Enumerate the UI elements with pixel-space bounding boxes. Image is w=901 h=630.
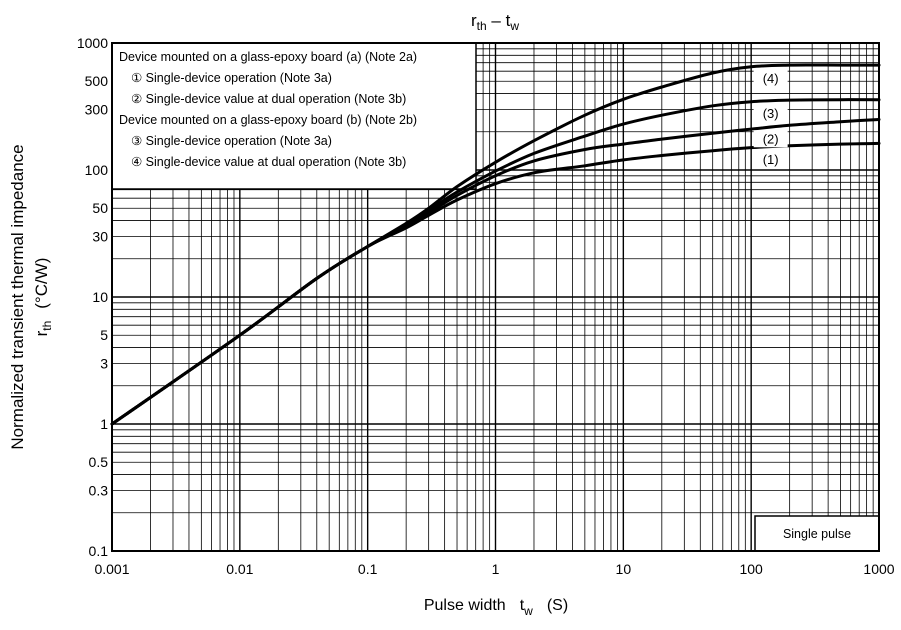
y-tick-label: 5 xyxy=(100,327,108,343)
x-tick-label: 100 xyxy=(739,561,763,577)
x-tick-labels: 0.001 0.01 0.1 1 10 100 1000 xyxy=(94,561,894,577)
x-tick-label: 0.001 xyxy=(94,561,129,577)
curve-label-bg xyxy=(753,70,788,88)
y-tick-label: 0.5 xyxy=(89,454,109,470)
y-tick-label: 30 xyxy=(92,228,108,244)
curve-label: (3) xyxy=(763,106,779,121)
curve-label-bg xyxy=(753,150,788,168)
y-tick-label: 3 xyxy=(100,355,108,371)
curve-labels: (1) (2) (3) (4) xyxy=(753,70,788,168)
curve-4 xyxy=(110,63,881,426)
svg-text:rth(°C/W): rth(°C/W) xyxy=(32,258,54,337)
chart-title: rth – tw xyxy=(471,11,519,33)
y-tick-label: 0.3 xyxy=(89,482,109,498)
y-tick-label: 1000 xyxy=(77,35,108,51)
legend-item-3: ③ Single-device operation (Note 3a) xyxy=(131,134,332,148)
y-tick-label: 50 xyxy=(92,200,108,216)
x-tick-label: 1 xyxy=(492,561,500,577)
y-tick-label: 500 xyxy=(85,73,109,89)
y-axis-label: Normalized transient thermal impedance xyxy=(8,144,27,449)
legend-item-1: ① Single-device operation (Note 3a) xyxy=(131,71,332,85)
curves xyxy=(110,63,881,426)
y-tick-label: 1 xyxy=(100,416,108,432)
single-pulse-label: Single pulse xyxy=(783,527,851,541)
legend-heading-b: Device mounted on a glass-epoxy board (b… xyxy=(119,113,417,127)
legend-item-4: ④ Single-device value at dual operation … xyxy=(131,155,406,169)
x-tick-label: 0.01 xyxy=(226,561,253,577)
single-pulse-box: Single pulse xyxy=(754,515,880,552)
x-tick-label: 10 xyxy=(616,561,632,577)
curve-label: (1) xyxy=(763,152,779,167)
x-axis-label: Pulse width tw (S) xyxy=(424,597,568,618)
legend-heading-a: Device mounted on a glass-epoxy board (a… xyxy=(119,50,417,64)
y-tick-label: 10 xyxy=(92,289,108,305)
curve-label: (4) xyxy=(763,71,779,86)
y-tick-label: 100 xyxy=(85,162,109,178)
y-tick-label: 300 xyxy=(85,101,109,117)
y-axis-symbol: rth(°C/W) xyxy=(32,258,54,337)
curve-label-bg xyxy=(753,130,788,148)
plot-frame xyxy=(111,42,880,552)
x-tick-label: 1000 xyxy=(863,561,894,577)
legend-item-2: ② Single-device value at dual operation … xyxy=(131,92,406,106)
y-tick-labels: 0.1 0.3 0.5 1 3 5 10 30 50 100 300 500 1000 xyxy=(77,35,108,559)
y-axis-label-line1: Normalized transient thermal impedance xyxy=(8,144,27,449)
y-tick-label: 0.1 xyxy=(89,543,109,559)
curve-label: (2) xyxy=(763,131,779,146)
curve-label-bg xyxy=(753,105,788,123)
x-tick-label: 0.1 xyxy=(358,561,378,577)
legend-box: Device mounted on a glass-epoxy board (a… xyxy=(111,42,477,190)
